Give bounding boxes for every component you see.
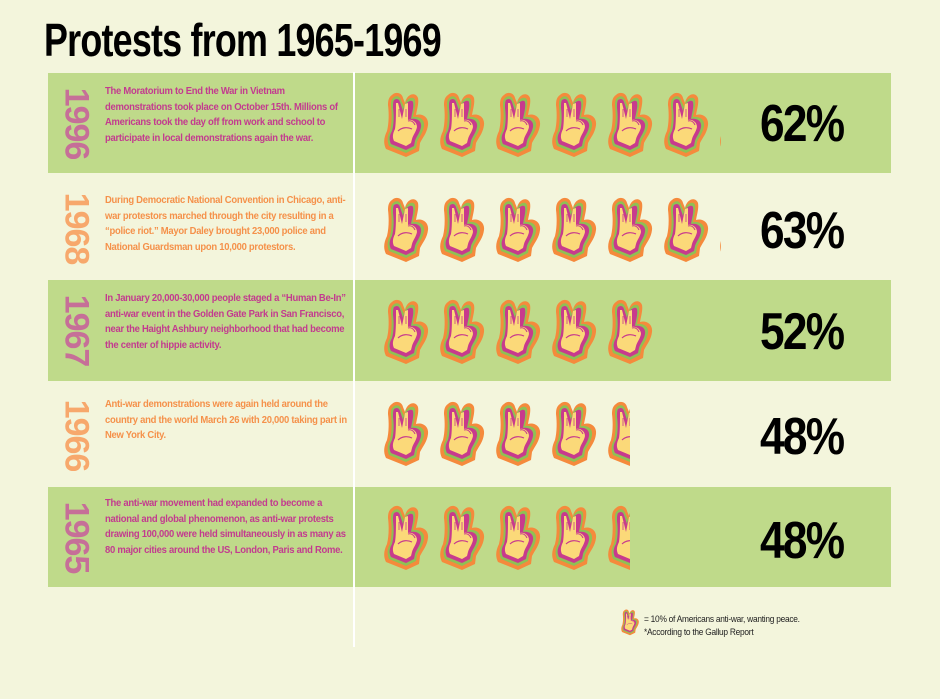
peace-sign-hand-icon: [378, 89, 434, 159]
percent-value: 48%: [760, 408, 845, 466]
peace-sign-hand-icon: [602, 296, 658, 366]
peace-sign-hand-icon: [378, 502, 434, 572]
peace-sign-hand-icon: [546, 398, 602, 468]
peace-sign-hand-icon: [434, 89, 490, 159]
icon-bar: [378, 502, 630, 572]
peace-sign-hand-icon: [546, 194, 602, 264]
peace-sign-hand-icon: [602, 89, 658, 159]
year-label: 1965: [57, 501, 96, 573]
page-title: Protests from 1965-1969: [44, 14, 442, 66]
peace-sign-hand-icon: [618, 608, 642, 636]
row-description: The Moratorium to End the War in Vietnam…: [105, 85, 338, 144]
percent-value: 52%: [760, 303, 845, 361]
peace-sign-hand-icon: [490, 296, 546, 366]
icon-bar: [378, 296, 662, 366]
peace-sign-hand-icon: [434, 502, 490, 572]
peace-sign-hand-icon: [434, 296, 490, 366]
row-description: Anti-war demonstrations were again held …: [105, 398, 347, 441]
peace-sign-hand-icon: [658, 296, 662, 366]
peace-sign-hand-icon: [602, 398, 630, 468]
source-note: *According to the Gallup Report: [644, 627, 754, 638]
icon-bar: [378, 398, 630, 468]
row-description: In January 20,000-30,000 people staged a…: [105, 292, 346, 351]
percent-value: 48%: [760, 512, 845, 570]
peace-sign-hand-icon: [490, 194, 546, 264]
column-divider: [353, 72, 355, 647]
peace-sign-hand-icon: [378, 194, 434, 264]
peace-sign-hand-icon: [378, 398, 434, 468]
legend-key-text: = 10% of Americans anti-war, wanting pea…: [644, 614, 800, 625]
peace-sign-hand-icon: [714, 194, 721, 264]
peace-sign-hand-icon: [658, 194, 714, 264]
peace-sign-hand-icon: [434, 194, 490, 264]
peace-sign-hand-icon: [490, 502, 546, 572]
peace-sign-hand-icon: [490, 398, 546, 468]
peace-sign-hand-icon: [602, 194, 658, 264]
year-label: 1996: [57, 87, 96, 159]
year-label: 1966: [57, 399, 96, 471]
icon-bar: [378, 194, 721, 264]
year-label: 1967: [57, 294, 96, 367]
percent-value: 63%: [760, 202, 845, 260]
peace-sign-hand-icon: [546, 502, 602, 572]
peace-sign-hand-icon: [546, 89, 602, 159]
peace-sign-hand-icon: [490, 89, 546, 159]
icon-bar: [378, 89, 721, 159]
percent-value: 62%: [760, 95, 845, 153]
row-description: During Democratic National Convention in…: [105, 194, 346, 253]
peace-sign-hand-icon: [434, 398, 490, 468]
peace-sign-hand-icon: [378, 296, 434, 366]
year-label: 1968: [57, 192, 96, 264]
peace-sign-hand-icon: [602, 502, 630, 572]
peace-sign-hand-icon: [546, 296, 602, 366]
row-description: The anti-war movement had expanded to be…: [105, 497, 346, 556]
peace-sign-hand-icon: [658, 89, 714, 159]
peace-sign-hand-icon: [714, 89, 721, 159]
